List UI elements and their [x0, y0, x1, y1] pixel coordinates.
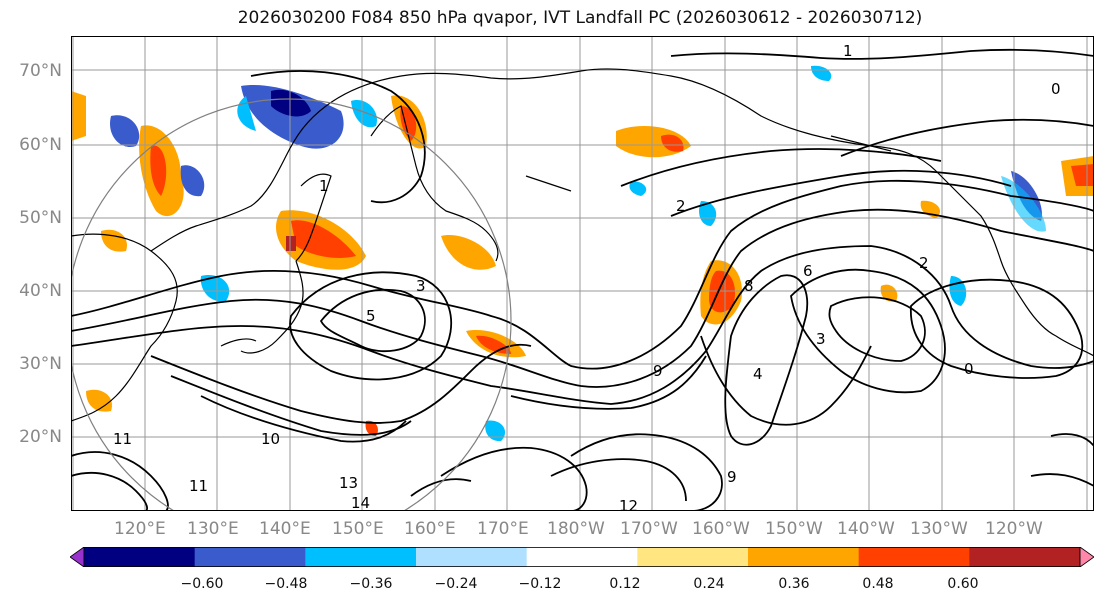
graticule — [71, 36, 1094, 511]
landfall-radius-circle — [71, 98, 512, 511]
colorbar-segment — [416, 547, 528, 567]
colorbar-frame — [83, 547, 1081, 567]
contour-label: 2 — [919, 254, 929, 272]
colorbar-segment — [748, 547, 860, 567]
colorbar-label: −0.24 — [434, 576, 478, 592]
colorbar — [70, 547, 1094, 567]
colorbar-label: −0.12 — [518, 576, 562, 592]
colorbar-extend-high — [1079, 547, 1094, 567]
lon-label: 120°W — [985, 519, 1043, 539]
contour-label: 6 — [803, 262, 813, 280]
lat-label: 70°N — [19, 61, 62, 81]
contour-label: 2 — [676, 197, 686, 215]
contour-label: 13 — [339, 474, 358, 492]
lon-label: 170°E — [477, 519, 529, 539]
contour-label: 3 — [816, 330, 826, 348]
map-frame — [71, 36, 1094, 511]
colorbar-segment — [526, 547, 638, 567]
contour-label-group: 1 2 3 4 5 6 8 9 10 11 12 13 14 0 2 3 9 0… — [113, 42, 1061, 511]
lon-label: 160°E — [404, 519, 456, 539]
colorbar-segment — [637, 547, 749, 567]
colorbar-label: 0.48 — [862, 576, 894, 592]
lat-label: 20°N — [19, 427, 62, 447]
lon-label: 140°W — [837, 519, 895, 539]
colorbar-segments — [70, 547, 1094, 567]
lon-label: 150°E — [332, 519, 384, 539]
map-title: 2026030200 F084 850 hPa qvapor, IVT Land… — [237, 8, 923, 28]
contour-label: 11 — [189, 477, 208, 495]
colorbar-label: 0.12 — [609, 576, 641, 592]
lon-label: 160°W — [692, 519, 750, 539]
map-background — [71, 36, 1094, 511]
ivt-contours — [71, 48, 1094, 511]
colorbar-label: 0.36 — [778, 576, 810, 592]
lat-label: 40°N — [19, 281, 62, 301]
lat-label: 60°N — [19, 135, 62, 155]
lon-label: 120°E — [114, 519, 166, 539]
colorbar-segment — [194, 547, 306, 567]
contour-label: 12 — [619, 497, 638, 511]
lon-label: 150°W — [765, 519, 823, 539]
contour-label: 11 — [113, 430, 132, 448]
lon-label: 180°W — [547, 519, 605, 539]
lon-label: 130°W — [910, 519, 968, 539]
contour-label: 0 — [1051, 80, 1061, 98]
lon-label: 140°E — [259, 519, 311, 539]
map-plot: 1 2 3 4 5 6 8 9 10 11 12 13 14 0 2 3 9 0… — [71, 36, 1094, 511]
contour-label: 9 — [727, 468, 737, 486]
lon-label: 170°W — [620, 519, 678, 539]
contour-label: 4 — [753, 365, 763, 383]
colorbar-label: 0.24 — [693, 576, 725, 592]
colorbar-label: 0.60 — [947, 576, 979, 592]
contour-label: 1 — [843, 42, 853, 60]
contour-label: 1 — [319, 177, 329, 195]
coastlines — [71, 68, 1094, 422]
colorbar-segment — [84, 547, 196, 567]
contour-label: 9 — [653, 362, 663, 380]
colorbar-extend-low — [70, 547, 85, 567]
lat-label: 50°N — [19, 208, 62, 228]
contour-label: 14 — [351, 494, 370, 511]
colorbar-segment — [305, 547, 417, 567]
lat-label: 30°N — [19, 354, 62, 374]
colorbar-label: −0.48 — [264, 576, 308, 592]
colorbar-label: −0.36 — [349, 576, 393, 592]
contour-label: 3 — [416, 277, 426, 295]
contour-label: 5 — [366, 307, 376, 325]
lon-label: 130°E — [187, 519, 239, 539]
contour-label: 8 — [744, 277, 754, 295]
contour-label: 10 — [261, 430, 280, 448]
colorbar-label: −0.60 — [180, 576, 224, 592]
colorbar-segment — [969, 547, 1081, 567]
contour-label: 0 — [964, 360, 974, 378]
colorbar-segment — [858, 547, 970, 567]
